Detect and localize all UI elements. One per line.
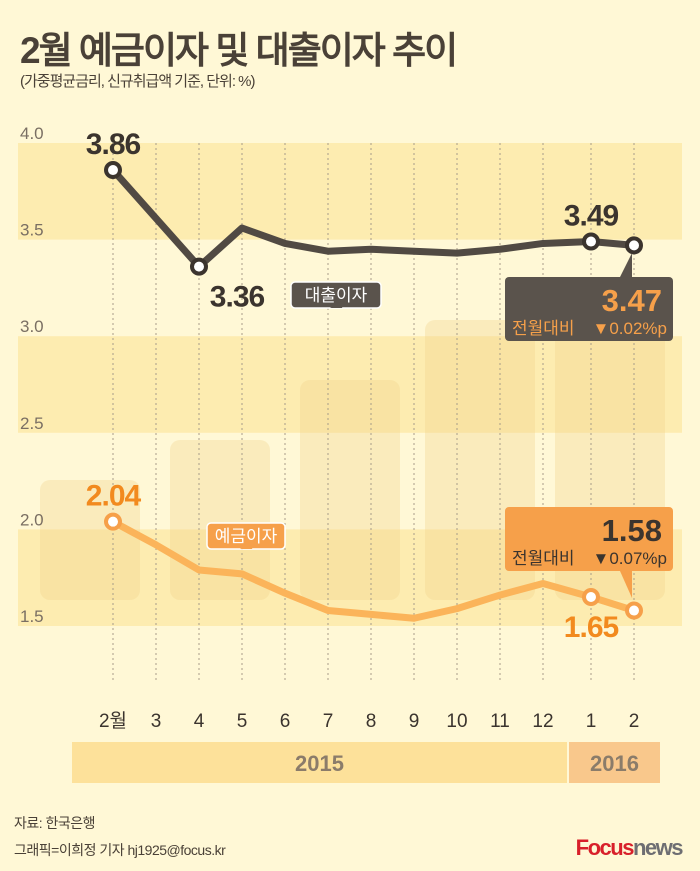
y-tick-label: 4.0 (20, 124, 44, 143)
x-tick-label: 3 (151, 711, 162, 732)
callout-change: ▼0.07%p (593, 549, 667, 568)
callout-pointer (620, 571, 632, 598)
x-tick-label: 7 (323, 711, 334, 732)
legend-loan-pointer (330, 298, 346, 308)
coin-stack (40, 480, 140, 600)
year-bar (72, 742, 567, 783)
legend-loan: 대출이자 (305, 286, 368, 305)
credit-text: 그래픽=이희정 기자 hj1925@focus.kr (14, 842, 226, 858)
x-tick-label: 5 (237, 711, 248, 732)
year-label: 2016 (590, 751, 639, 776)
x-tick-label: 4 (194, 711, 205, 732)
coin-stack (300, 380, 400, 600)
data-label: 1.65 (564, 611, 619, 644)
y-tick-label: 1.5 (20, 607, 44, 626)
data-point (104, 161, 122, 180)
data-point (582, 232, 600, 251)
x-tick-label: 8 (366, 711, 377, 732)
year-bar (569, 742, 660, 783)
data-label: 2.04 (86, 480, 142, 513)
data-point (625, 601, 643, 620)
year-label: 2015 (295, 751, 344, 776)
x-tick-label: 12 (532, 711, 553, 732)
data-point (104, 512, 122, 531)
coin-stack (170, 440, 270, 600)
callout-text: 전월대비 (512, 549, 575, 568)
callout-text: 전월대비 (512, 319, 575, 338)
callout-box (505, 507, 673, 571)
data-label: 3.86 (86, 128, 141, 161)
callout-change: ▼0.02%p (593, 319, 667, 338)
series-line-0 (110, 167, 635, 271)
y-tick-label: 3.0 (20, 317, 44, 336)
y-tick-label: 3.5 (20, 221, 44, 240)
x-tick-label: 11 (490, 711, 510, 732)
data-point (190, 257, 208, 276)
page-subtitle: (가중평균금리, 신규취급액 기준, 단위: %) (20, 73, 256, 90)
data-label: 3.49 (564, 200, 619, 233)
legend-deposit-pointer (240, 539, 256, 549)
callout-box (505, 277, 673, 341)
legend-deposit: 예금이자 (215, 527, 278, 546)
x-tick-label: 10 (446, 711, 467, 732)
callout-pointer (620, 253, 632, 277)
x-tick-label: 9 (409, 711, 420, 732)
page-title: 2월 예금이자 및 대출이자 추이 (20, 30, 458, 71)
data-point (582, 588, 600, 607)
callout-value: 1.58 (602, 513, 662, 548)
data-label: 3.36 (210, 281, 265, 314)
x-tick-label: 1 (586, 711, 597, 732)
y-tick-label: 2.5 (20, 414, 44, 433)
x-tick-label: 6 (280, 711, 291, 732)
focusnews-logo: Focusnews (575, 835, 684, 860)
source-text: 자료: 한국은행 (14, 815, 96, 831)
band (18, 336, 682, 433)
y-tick-label: 2.0 (20, 510, 44, 529)
data-point (625, 236, 643, 255)
series-line-1 (111, 518, 636, 622)
callout-value: 3.47 (602, 283, 662, 318)
x-tick-label: 2 (629, 711, 640, 732)
x-tick-label: 2월 (99, 710, 127, 732)
